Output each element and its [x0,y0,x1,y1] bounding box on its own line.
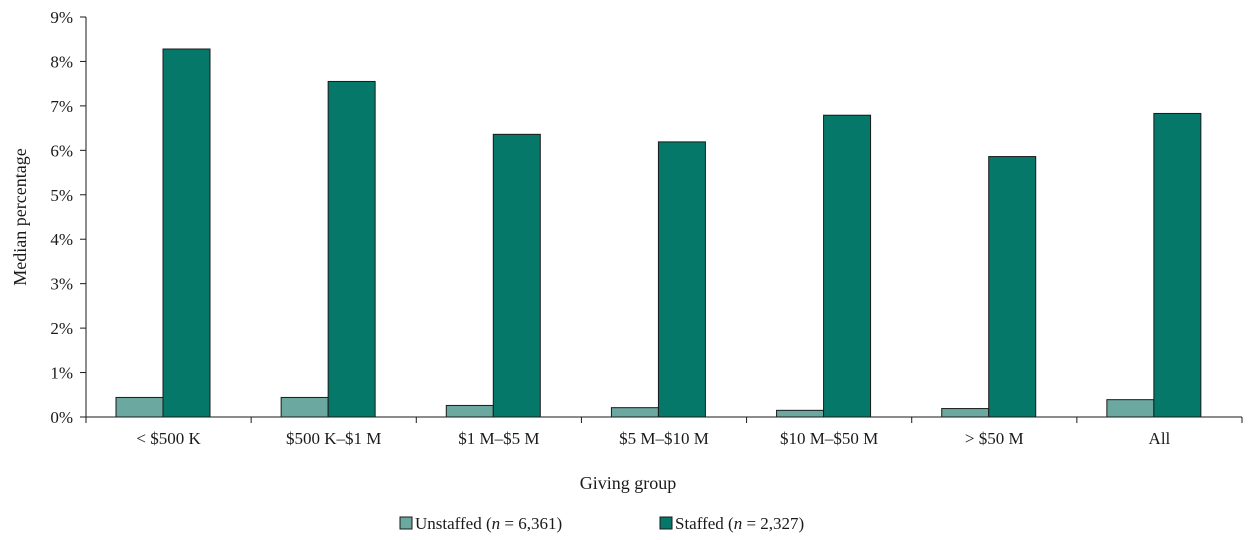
x-axis-title: Giving group [580,473,677,493]
staffed-bar [823,114,872,418]
y-tick-label: 2% [50,319,73,338]
y-tick-label: 6% [50,141,73,160]
y-tick-label: 7% [50,97,73,116]
staffed-bar [327,80,376,418]
y-tick-label: 1% [50,364,73,383]
x-tick-label: $500 K–$1 M [286,429,381,448]
legend: Unstaffed (n = 6,361) Staffed (n = 2,327) [399,514,804,533]
y-axis-title: Median percentage [10,148,30,285]
x-tick-label: < $500 K [136,429,201,448]
unstaffed-bar [610,407,659,418]
staffed-bar [492,133,541,418]
unstaffed-bar [941,408,990,418]
y-tick-label: 4% [50,230,73,249]
y-tick-label: 5% [50,186,73,205]
x-tick-label: $5 M–$10 M [619,429,709,448]
unstaffed-bar [445,404,494,418]
staffed-bar [988,156,1037,418]
unstaffed-bar [776,409,825,418]
y-tick-label: 0% [50,408,73,427]
x-tick-label: > $50 M [965,429,1024,448]
y-axis: 0% 1% 2% 3% 4% 5% 6% 7% 8% 9% [50,8,87,427]
x-axis: < $500 K $500 K–$1 M $1 M–$5 M $5 M–$10 M $1… [85,416,1243,448]
legend-label: Unstaffed (n = 6,361) [415,514,562,533]
unstaffed-bar [280,396,329,418]
staffed-bar [1153,112,1202,418]
y-tick-label: 9% [50,8,73,27]
legend-swatch [659,516,673,530]
legend-label: Staffed (n = 2,327) [675,514,804,533]
legend-swatch [399,516,413,530]
bars-group [115,48,1202,418]
unstaffed-bar [115,396,164,418]
staffed-bar [162,48,211,418]
unstaffed-bar [1106,399,1155,418]
staffed-bar [657,141,706,418]
x-tick-label: $10 M–$50 M [780,429,878,448]
x-tick-label: All [1149,429,1171,448]
y-tick-label: 3% [50,275,73,294]
y-tick-label: 8% [50,52,73,71]
x-tick-label: $1 M–$5 M [458,429,539,448]
